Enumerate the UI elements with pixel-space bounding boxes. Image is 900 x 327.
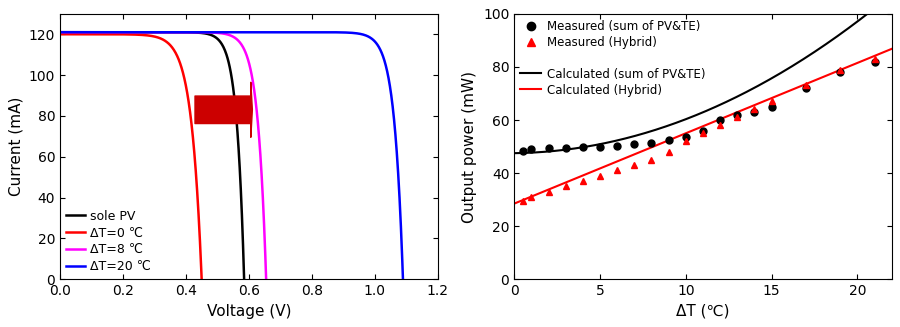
ΔT=20 ℃ xyxy=(220,30,230,34)
sole PV xyxy=(143,30,154,34)
ΔT=8 ℃ xyxy=(177,30,188,34)
ΔT=20 ℃ xyxy=(390,125,400,129)
ΔT=0 ℃ xyxy=(139,33,149,37)
ΔT=20 ℃ xyxy=(259,30,270,34)
ΔT=8 ℃ xyxy=(166,30,177,34)
ΔT=20 ℃ xyxy=(218,30,229,34)
ΔT=0 ℃ xyxy=(55,32,66,36)
Line: ΔT=8 ℃: ΔT=8 ℃ xyxy=(60,32,266,279)
Legend: sole PV, ΔT=0 ℃, ΔT=8 ℃, ΔT=20 ℃: sole PV, ΔT=0 ℃, ΔT=8 ℃, ΔT=20 ℃ xyxy=(67,210,151,273)
ΔT=20 ℃ xyxy=(55,30,66,34)
Y-axis label: Output power (mW): Output power (mW) xyxy=(463,71,477,223)
ΔT=0 ℃ xyxy=(193,207,203,211)
X-axis label: ΔT (℃): ΔT (℃) xyxy=(676,304,730,319)
sole PV xyxy=(55,30,66,34)
ΔT=0 ℃ xyxy=(131,33,142,37)
ΔT=8 ℃ xyxy=(223,33,234,37)
sole PV xyxy=(164,30,175,34)
ΔT=20 ℃ xyxy=(240,30,251,34)
Line: ΔT=20 ℃: ΔT=20 ℃ xyxy=(60,32,403,279)
Y-axis label: Current (mA): Current (mA) xyxy=(8,97,23,196)
ΔT=0 ℃ xyxy=(196,277,207,281)
sole PV xyxy=(205,33,216,37)
sole PV xyxy=(234,166,245,170)
ΔT=0 ℃ xyxy=(122,32,132,36)
X-axis label: Voltage (V): Voltage (V) xyxy=(207,304,291,319)
ΔT=8 ℃ xyxy=(154,30,165,34)
Legend: Measured (sum of PV&TE), Measured (Hybrid), , Calculated (sum of PV&TE), Calcula: Measured (sum of PV&TE), Measured (Hybri… xyxy=(520,20,706,96)
ΔT=20 ℃ xyxy=(398,277,409,281)
sole PV xyxy=(142,30,153,34)
sole PV xyxy=(238,277,249,281)
ΔT=8 ℃ xyxy=(261,277,272,281)
Line: sole PV: sole PV xyxy=(60,32,244,279)
ΔT=8 ℃ xyxy=(153,30,164,34)
Line: ΔT=0 ℃: ΔT=0 ℃ xyxy=(60,34,202,279)
ΔT=0 ℃ xyxy=(122,32,133,36)
ΔT=8 ℃ xyxy=(256,166,266,170)
sole PV xyxy=(154,30,165,34)
ΔT=8 ℃ xyxy=(55,30,66,34)
ΔT=0 ℃ xyxy=(171,52,182,56)
ΔT=20 ℃ xyxy=(336,30,346,34)
